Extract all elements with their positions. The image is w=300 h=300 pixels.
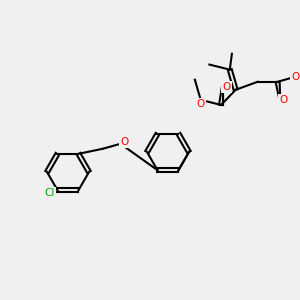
Text: O: O <box>196 99 205 109</box>
Text: O: O <box>292 72 300 82</box>
Text: O: O <box>222 82 231 92</box>
Text: O: O <box>120 137 129 147</box>
Text: O: O <box>280 95 288 105</box>
Text: Cl: Cl <box>44 188 55 198</box>
